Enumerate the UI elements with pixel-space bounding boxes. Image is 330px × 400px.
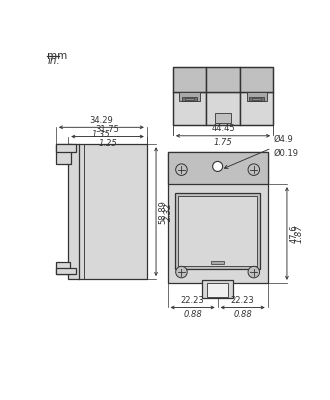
Text: 44.45: 44.45 — [211, 124, 235, 133]
Text: 31.75: 31.75 — [96, 125, 119, 134]
Text: 0.88: 0.88 — [233, 310, 252, 319]
Text: 1.25: 1.25 — [98, 139, 117, 148]
Bar — [182, 97, 197, 101]
Bar — [56, 268, 76, 274]
Text: 1.87: 1.87 — [295, 224, 304, 243]
Bar — [206, 92, 240, 125]
Bar — [249, 97, 264, 101]
Bar — [56, 144, 71, 164]
Bar — [56, 144, 76, 152]
Bar — [173, 67, 206, 92]
Bar — [215, 114, 231, 123]
Bar — [202, 280, 233, 298]
Text: 47.6: 47.6 — [289, 224, 298, 243]
Bar — [240, 67, 273, 92]
Bar — [180, 92, 200, 101]
Circle shape — [176, 266, 187, 278]
Text: 1.75: 1.75 — [214, 138, 232, 148]
Bar — [178, 196, 257, 266]
Bar — [207, 283, 228, 297]
Text: Ø4.9: Ø4.9 — [273, 135, 293, 144]
Text: in.: in. — [48, 56, 60, 66]
Bar — [185, 98, 194, 100]
Bar — [168, 152, 268, 283]
Bar — [56, 262, 70, 274]
Circle shape — [248, 164, 260, 176]
Circle shape — [248, 266, 260, 278]
Text: 22.23: 22.23 — [181, 296, 205, 305]
Bar — [173, 92, 206, 125]
Text: Ø0.19: Ø0.19 — [273, 149, 298, 158]
Text: 1.35: 1.35 — [92, 130, 111, 139]
Circle shape — [213, 162, 223, 172]
Text: 22.23: 22.23 — [231, 296, 254, 305]
Text: 34.29: 34.29 — [89, 116, 113, 125]
Text: mm: mm — [48, 51, 68, 61]
Bar — [206, 67, 240, 92]
Bar — [212, 260, 224, 264]
Text: 58.89: 58.89 — [158, 200, 167, 224]
Bar — [175, 193, 260, 269]
Bar — [173, 67, 273, 125]
Bar — [168, 152, 268, 184]
Bar — [68, 144, 147, 279]
Bar — [247, 92, 267, 101]
Text: 2.32: 2.32 — [164, 202, 173, 221]
Circle shape — [176, 164, 187, 176]
Text: 0.88: 0.88 — [183, 310, 202, 319]
Bar — [240, 92, 273, 125]
Bar — [252, 98, 261, 100]
